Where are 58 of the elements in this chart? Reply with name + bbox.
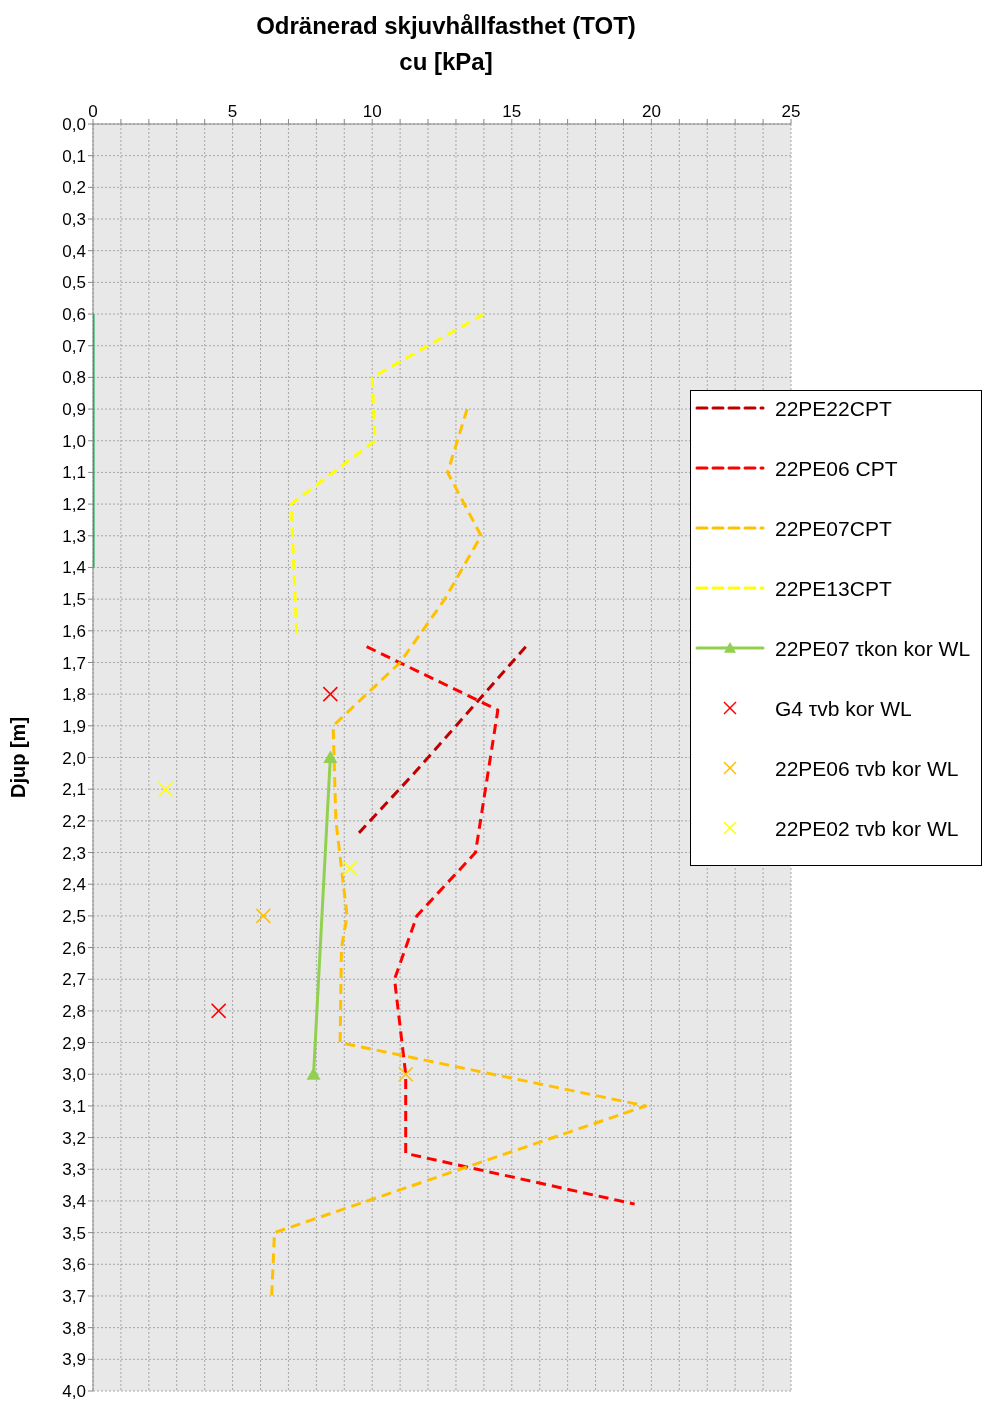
y-tick-label: 2,6: [62, 938, 86, 958]
y-tick-label: 1,0: [62, 431, 86, 451]
y-tick-label: 1,8: [62, 685, 86, 705]
y-tick-label: 3,8: [62, 1318, 86, 1338]
y-tick-label: 3,0: [62, 1065, 86, 1085]
y-tick-label: 0,9: [62, 400, 86, 420]
y-tick-label: 1,6: [62, 621, 86, 641]
y-tick-label: 0,0: [62, 115, 86, 135]
y-tick-label: 1,4: [62, 558, 86, 578]
legend-label: 22PE22CPT: [775, 396, 892, 422]
chart-title: Odränerad skjuvhållfasthet (TOT): [255, 11, 637, 41]
y-tick-label: 2,9: [62, 1033, 86, 1053]
y-tick-label: 3,1: [62, 1096, 86, 1116]
y-axis-title: Djup [m]: [7, 716, 30, 799]
x-tick-label: 20: [641, 102, 661, 121]
y-tick-label: 2,0: [62, 748, 86, 768]
y-tick-label: 1,5: [62, 590, 86, 610]
x-axis-title: cu [kPa]: [398, 47, 494, 77]
y-tick-label: 4,0: [62, 1382, 86, 1402]
legend-label: 22PE07CPT: [775, 516, 892, 542]
y-tick-label: 0,3: [62, 210, 86, 230]
y-tick-label: 3,2: [62, 1128, 86, 1148]
x-tick-label: 0: [88, 102, 98, 121]
x-tick-label: 15: [502, 102, 522, 121]
y-tick-label: 3,3: [62, 1160, 86, 1180]
y-tick-label: 2,4: [62, 875, 86, 895]
y-tick-label: 3,5: [62, 1223, 86, 1243]
y-tick-label: 1,3: [62, 526, 86, 546]
x-tick-label: 25: [781, 102, 801, 121]
y-tick-label: 0,6: [62, 305, 86, 325]
y-tick-label: 0,4: [62, 241, 86, 261]
legend-label: G4 τvb kor WL: [775, 696, 912, 722]
y-tick-label: 1,2: [62, 495, 86, 515]
y-tick-label: 3,6: [62, 1255, 86, 1275]
y-tick-label: 0,8: [62, 368, 86, 388]
y-tick-label: 2,1: [62, 780, 86, 800]
legend-label: 22PE02 τvb kor WL: [775, 816, 959, 842]
y-tick-label: 3,7: [62, 1287, 86, 1307]
y-tick-label: 2,5: [62, 906, 86, 926]
y-tick-label: 0,7: [62, 336, 86, 356]
y-tick-label: 0,1: [62, 146, 86, 166]
y-tick-label: 1,1: [62, 463, 86, 483]
y-tick-label: 2,3: [62, 843, 86, 863]
y-tick-label: 3,4: [62, 1191, 86, 1211]
legend-label: 22PE06 τvb kor WL: [775, 756, 959, 782]
y-tick-label: 2,2: [62, 811, 86, 831]
x-tick-label: 5: [227, 102, 238, 121]
x-tick-label: 10: [362, 102, 382, 121]
y-tick-label: 3,9: [62, 1350, 86, 1370]
y-tick-label: 1,9: [62, 716, 86, 736]
y-tick-label: 0,2: [62, 178, 86, 198]
legend-label: 22PE07 τkon kor WL: [775, 636, 971, 662]
y-tick-label: 2,8: [62, 1001, 86, 1021]
y-tick-label: 0,5: [62, 273, 86, 293]
y-tick-label: 2,7: [62, 970, 86, 990]
y-tick-label: 1,7: [62, 653, 86, 673]
legend-label: 22PE13CPT: [775, 576, 892, 602]
legend-label: 22PE06 CPT: [775, 456, 898, 482]
